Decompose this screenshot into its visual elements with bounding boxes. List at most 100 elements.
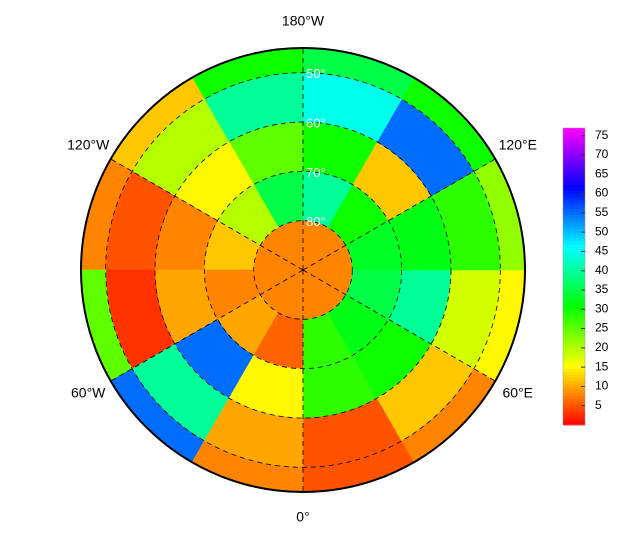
lon-label: 60°W [71,385,106,401]
colorbar-step [563,347,585,352]
colorbar-step [563,193,585,197]
colorbar-step [563,332,585,337]
colorbar-label: 40 [595,263,609,277]
colorbar-label: 30 [595,301,609,315]
colorbar-step [563,285,585,289]
colorbar-step [563,196,585,200]
colorbar-step [563,252,585,257]
lon-label: 0° [296,509,309,525]
colorbar-step [563,172,585,177]
meridian [110,158,304,271]
colorbar-step [563,344,585,349]
lat-label: 70° [306,165,326,180]
colorbar-step [563,267,585,272]
colorbar-step [563,318,585,322]
colorbar-step [563,326,585,331]
colorbar-step [563,398,585,402]
colorbar-step [563,371,585,376]
lat-circle [105,72,501,468]
colorbar-step [563,234,585,239]
colorbar-step [563,166,585,171]
colorbar-label: 15 [595,359,609,373]
colorbar-step [563,223,585,227]
colorbar-step [563,136,585,141]
colorbar-step [563,130,585,135]
colorbar-step [563,374,585,378]
colorbar-step [563,368,585,373]
colorbar-step [563,261,585,266]
lon-label: 60°E [503,385,534,401]
colorbar-step [563,226,585,230]
colorbar-step [563,160,585,165]
colorbar-step [563,389,585,393]
lat-label: 60° [306,115,326,130]
colorbar-step [563,338,585,343]
colorbar-step [563,362,585,367]
colorbar-step [563,258,585,263]
lat-circle [203,170,403,370]
colorbar-step [563,169,585,174]
colorbar-step [563,413,585,417]
colorbar-step [563,220,585,224]
colorbar-step [563,264,585,269]
lon-label: 120°W [67,137,110,153]
colorbar-step [563,151,585,156]
meridian [302,158,496,271]
colorbar-step [563,422,585,426]
colorbar-step [563,356,585,361]
colorbar-label: 65 [595,166,609,180]
map-border [80,47,526,493]
colorbar-step [563,237,585,242]
colorbar-step [563,214,585,218]
colorbar-step [563,353,585,358]
colorbar-step [563,163,585,168]
colorbar-label: 45 [595,244,609,258]
colorbar-step [563,294,585,298]
colorbar-step [563,377,585,381]
colorbar-step [563,401,585,405]
colorbar-step [563,175,585,179]
colorbar-step [563,273,585,277]
colorbar-step [563,309,585,313]
colorbar-step [563,329,585,334]
colorbar-label: 75 [595,128,609,142]
colorbar-step [563,321,585,325]
colorbar-step [563,395,585,399]
colorbar-step [563,276,585,280]
colorbar-step [563,419,585,423]
colorbar-step [563,365,585,370]
colorbar-label: 70 [595,147,609,161]
colorbar-step [563,282,585,286]
colorbar-label: 60 [595,186,609,200]
colorbar-step [563,279,585,283]
colorbar-frame [562,127,586,426]
colorbar-label: 5 [595,398,602,412]
colorbar-step [563,148,585,153]
colorbar-step [563,249,585,254]
colorbar-step [563,184,585,188]
colorbar-step [563,291,585,295]
colorbar-step [563,139,585,144]
colorbar-step [563,315,585,319]
meridian [110,269,304,382]
lat-label: 80° [306,214,326,229]
colorbar-step [563,416,585,420]
colorbar-step [563,133,585,138]
colorbar-step [563,288,585,292]
colorbar-step [563,392,585,396]
colorbar-step [563,128,585,132]
colorbar-label: 35 [595,282,609,296]
colorbar-step [563,380,585,384]
colorbar-step [563,154,585,159]
colorbar-step [563,181,585,185]
colorbar-step [563,157,585,162]
colorbar-step [563,303,585,307]
lat-circle [253,220,353,320]
colorbar-step [563,208,585,212]
colorbar-step [563,202,585,206]
colorbar-step [563,335,585,340]
colorbar-step [563,205,585,209]
colorbar-label: 10 [595,379,609,393]
colorbar-label: 55 [595,205,609,219]
